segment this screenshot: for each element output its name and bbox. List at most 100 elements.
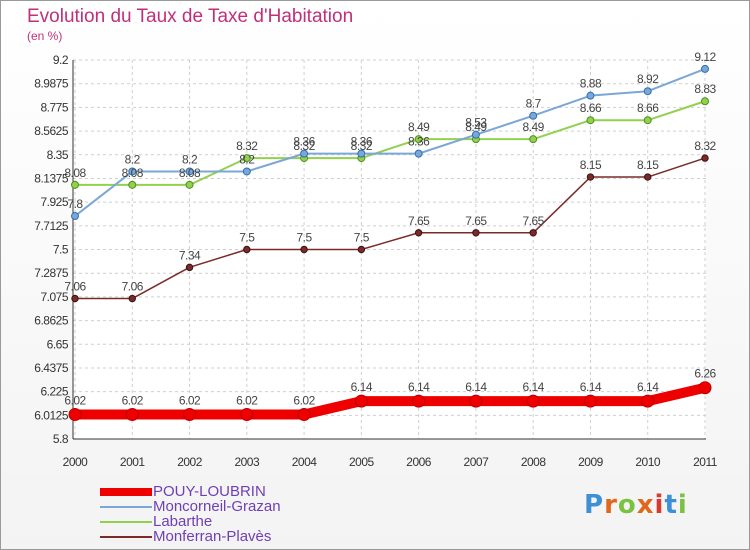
data-label: 6.02: [236, 393, 258, 407]
chart-unit: (en %): [27, 29, 63, 43]
x-tick-label: 2011: [693, 455, 718, 469]
data-point: [185, 180, 194, 189]
data-point: [586, 116, 595, 125]
series-line: [74, 67, 706, 218]
data-label: 8.7: [526, 97, 542, 111]
data-point: [643, 87, 652, 96]
y-tick-label: 7.925: [40, 195, 68, 209]
y-tick-label: 7.7125: [34, 219, 69, 233]
data-point: [68, 407, 82, 421]
data-label: 7.5: [239, 231, 255, 245]
data-label: 8.2: [182, 152, 198, 166]
data-label: 8.66: [637, 101, 659, 115]
data-point: [243, 245, 251, 254]
legend-label: Moncorneil-Grazan: [153, 498, 281, 515]
data-point: [300, 149, 309, 158]
data-point: [128, 180, 137, 189]
data-point: [125, 407, 139, 421]
data-label: 6.14: [523, 380, 545, 394]
x-tick-label: 2001: [120, 455, 146, 469]
x-tick-label: 2004: [292, 455, 318, 469]
legend-swatch: [100, 488, 152, 496]
data-label: 8.92: [637, 72, 659, 86]
y-tick-label: 6.4375: [34, 361, 69, 375]
data-label: 7.06: [122, 280, 144, 294]
data-point: [242, 167, 251, 176]
y-tick-label: 7.5: [53, 243, 69, 257]
data-label: 6.14: [408, 380, 430, 394]
data-point: [183, 407, 197, 421]
data-label: 8.49: [408, 120, 430, 134]
y-tick-label: 8.35: [47, 148, 69, 162]
data-point: [701, 64, 709, 73]
data-label: 8.2: [125, 152, 141, 166]
data-label: 8.36: [408, 135, 430, 149]
logo-letter: r: [604, 490, 618, 520]
y-tick-label: 7.075: [40, 290, 68, 304]
data-point: [240, 407, 254, 421]
data-point: [128, 167, 137, 176]
legend-label: POUY-LOUBRIN: [153, 483, 266, 500]
y-tick-label: 6.225: [40, 385, 68, 399]
data-point: [185, 263, 194, 272]
data-point: [128, 294, 136, 303]
legend-label: Labarthe: [153, 513, 213, 530]
data-point: [644, 173, 652, 181]
data-label: 6.02: [122, 393, 144, 407]
data-point: [414, 149, 423, 158]
data-point: [357, 245, 366, 254]
y-tick-label: 5.8: [53, 432, 69, 446]
plot-area: [73, 60, 706, 439]
data-label: 8.2: [239, 152, 255, 166]
legend-swatch: [100, 506, 152, 508]
data-label: 8.36: [351, 135, 373, 149]
data-point: [701, 97, 709, 106]
y-tick-label: 9.2: [53, 53, 69, 67]
data-point: [698, 381, 712, 395]
data-label: 7.06: [64, 280, 86, 294]
data-label: 7.65: [523, 214, 545, 228]
logo-letter: P: [584, 490, 605, 520]
data-point: [586, 173, 595, 181]
data-label: 8.32: [694, 139, 716, 153]
data-label: 8.08: [179, 166, 201, 180]
data-label: 8.53: [465, 116, 487, 130]
data-label: 8.15: [637, 158, 659, 172]
data-label: 6.02: [293, 393, 315, 407]
data-point: [414, 135, 423, 144]
data-label: 8.15: [580, 158, 602, 172]
x-tick-label: 2002: [177, 455, 203, 469]
y-tick-label: 8.775: [40, 100, 68, 114]
y-tick-label: 8.1375: [34, 171, 69, 185]
x-tick-label: 2008: [521, 455, 547, 469]
data-label: 8.49: [465, 120, 487, 134]
data-point: [526, 394, 540, 408]
data-point: [297, 407, 311, 421]
chart-title: Evolution du Taux de Taxe d'Habitation: [27, 6, 354, 27]
series-line: [74, 100, 706, 186]
data-point: [583, 394, 597, 408]
data-point: [300, 245, 308, 254]
data-label: 6.14: [637, 380, 659, 394]
data-label: 8.32: [236, 139, 258, 153]
logo-letter: t: [664, 490, 678, 520]
data-label: 8.66: [580, 101, 602, 115]
x-tick-label: 2009: [578, 455, 604, 469]
data-point: [641, 394, 655, 408]
logo-letter: o: [617, 490, 637, 520]
data-point: [71, 212, 79, 221]
data-label: 9.12: [694, 50, 716, 64]
x-tick-label: 2010: [635, 455, 661, 469]
data-label: 6.14: [580, 380, 602, 394]
data-point: [412, 394, 426, 408]
x-tick-label: 2003: [234, 455, 260, 469]
data-point: [414, 229, 423, 237]
data-point: [357, 149, 366, 158]
data-label: 6.26: [694, 367, 716, 381]
data-point: [472, 229, 480, 237]
data-label: 7.65: [408, 214, 430, 228]
y-tick-label: 6.65: [47, 337, 69, 351]
data-point: [469, 394, 483, 408]
data-label: 7.65: [465, 214, 487, 228]
legend-swatch: [100, 521, 152, 523]
